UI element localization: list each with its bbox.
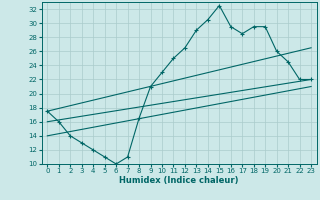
X-axis label: Humidex (Indice chaleur): Humidex (Indice chaleur) bbox=[119, 176, 239, 185]
